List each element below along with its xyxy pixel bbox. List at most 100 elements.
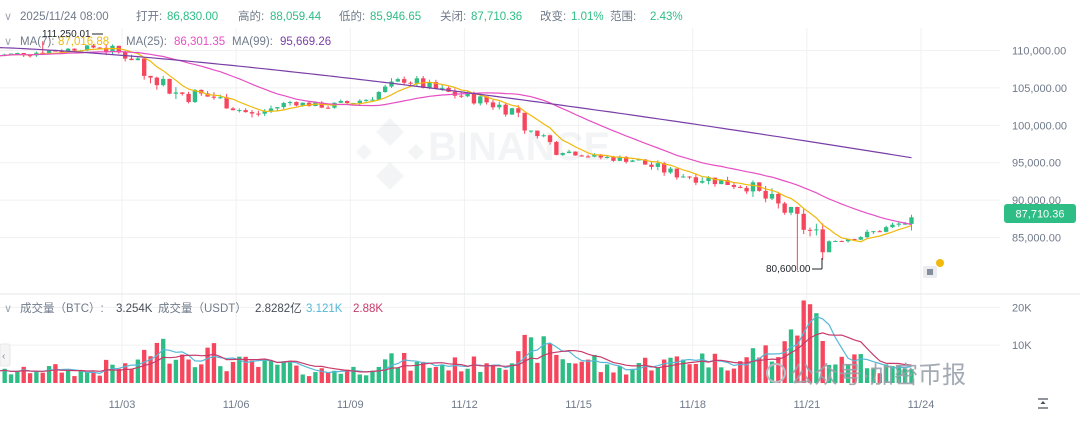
volume-bar [433,366,439,383]
candle-body [262,111,267,114]
low-marker: 80,600.00 [766,258,823,275]
volume-bar [186,359,191,383]
candle-body [319,102,324,108]
candle-body [687,176,692,178]
volume-bar [313,372,318,383]
volume-bar [452,357,458,383]
scroll-left-icon[interactable]: ‹ [0,343,11,367]
volume-bar [877,373,882,383]
ma-lines [0,47,912,243]
change-value: 1.01% [571,11,604,23]
open-label: 打开: [136,9,162,23]
ohlc-header: ∨ 2025/11/24 08:00 打开: 86,830.00 高的: 88,… [4,9,683,23]
ma-caret[interactable]: ∨ [4,36,12,48]
candle-body [731,185,737,187]
vol-btc-value: 3.254K [116,303,153,315]
candle-body [97,47,102,49]
current-price-marker: 87,710.36 [1004,204,1076,223]
candle-body [693,177,699,183]
volume-bar [681,359,686,383]
volume-ma2-line [0,332,912,373]
candle-body [376,91,381,100]
volume-bar [129,368,134,383]
candle-body [135,58,141,61]
time-tick-label: 11/06 [223,399,250,411]
volume-bar [15,371,20,383]
volume-bar [852,354,857,383]
scale-toggle-icon[interactable] [1038,398,1048,409]
time-tick-label: 11/09 [337,399,364,411]
ma25-value: 86,301.35 [174,36,225,48]
volume-bar [560,359,565,383]
volume-bar [814,313,819,383]
volume-axis: 10K 20K [1012,302,1032,352]
volume-bar [738,361,743,383]
volume-ma-lines [0,315,912,375]
time-tick-label: 11/24 [908,399,935,411]
alert-icon[interactable] [923,259,944,278]
time-tick-label: 11/15 [565,399,592,411]
candle-body [579,155,584,157]
volume-bar [34,372,39,383]
volume-bar [351,366,356,383]
candle-body [503,104,508,115]
volume-bar [490,365,496,383]
volume-bar [712,353,718,383]
volume-bars [2,300,914,383]
volume-bar [218,366,223,383]
candle-body [776,193,781,204]
svg-text:‹: ‹ [2,351,5,362]
candle-body [700,181,705,183]
ma7-label: MA(7): [20,36,55,48]
ma99-value: 95,669.26 [280,36,331,48]
header-caret[interactable]: ∨ [4,11,12,23]
volume-bar [78,370,83,383]
candle-body [8,53,14,55]
volume-bar [421,361,426,383]
volume-bar [338,373,343,383]
volume-bar [757,357,762,383]
volume-bar [801,300,806,383]
watermark-text: BINANCE [428,125,610,169]
candle-body [484,96,489,103]
volume-bar [744,357,749,383]
candle-body [611,156,616,161]
volume-bar [414,361,420,383]
candle-body [858,237,863,240]
candle-body [408,82,413,84]
candle-body [681,176,686,178]
volume-bar [516,351,521,383]
volume-bar [154,342,160,383]
candle-body [712,177,718,185]
volume-bar [306,376,312,383]
volume-bar [382,359,388,383]
volume-bar [807,304,813,383]
price-axis: 85,000.0090,000.0095,000.00100,000.00105… [1012,45,1067,244]
candle-body [877,231,882,233]
vol-caret[interactable]: ∨ [4,303,12,315]
ma99-line [0,47,912,159]
candle-body [490,102,496,108]
volume-bar [344,369,350,383]
volume-bar [579,361,584,383]
candle-body [395,79,401,82]
volume-bar [630,369,635,383]
candle-body [53,50,58,52]
volume-bar [864,368,870,383]
volume-bar [40,372,45,383]
volume-bar [357,374,362,383]
volume-bar [135,359,141,383]
volume-bar [440,364,445,383]
candle-body [617,156,622,161]
volume-bar [408,370,413,383]
candle-body [382,86,388,92]
candle-body [750,182,756,192]
time-axis: 11/03 11/06 11/09 11/12 11/15 11/18 11/21 11/24 [109,399,935,411]
open-value: 86,830.00 [167,11,218,23]
candle-body [357,100,362,103]
candle-body [554,141,559,155]
volume-bar [363,375,369,383]
candle-body [598,154,603,158]
